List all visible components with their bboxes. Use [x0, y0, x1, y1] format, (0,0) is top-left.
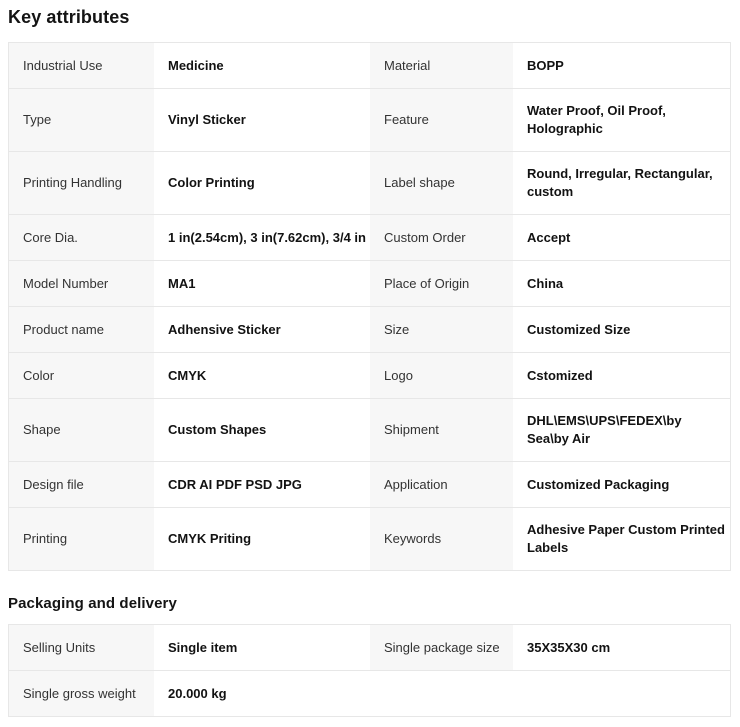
attr-value: Adhensive Sticker: [168, 321, 281, 337]
attr-label: Core Dia.: [9, 215, 154, 260]
attr-label: Size: [370, 307, 513, 352]
attr-label: Single gross weight: [9, 671, 154, 716]
attr-value: Single item: [168, 639, 238, 655]
attr-label: Color: [9, 353, 154, 398]
attr-value: CMYK: [168, 367, 207, 383]
attr-value: Water Proof, Oil Proof, Holographic: [527, 103, 666, 136]
attr-value: Vinyl Sticker: [168, 112, 246, 127]
attr-label: Selling Units: [9, 625, 154, 670]
attr-value: 20.000 kg: [168, 685, 227, 701]
attr-value: CMYK Priting: [168, 531, 252, 546]
attr-row: Industrial Use Medicine Material BOPP: [9, 43, 730, 88]
attr-label: Logo: [370, 353, 513, 398]
attr-row: Single gross weight 20.000 kg: [9, 670, 730, 716]
attr-value: China: [527, 275, 564, 291]
key-attributes-table: Industrial Use Medicine Material BOPP Ty…: [8, 42, 731, 571]
attr-value: Accept: [527, 229, 571, 245]
attr-label: Custom Order: [370, 215, 513, 260]
attr-label: Place of Origin: [370, 261, 513, 306]
key-attributes-title: Key attributes: [8, 7, 130, 27]
attr-label: Product name: [9, 307, 154, 352]
attr-value: BOPP: [527, 57, 564, 73]
attr-label: Feature: [370, 89, 513, 151]
attr-value: Customized Size: [527, 321, 631, 337]
attr-label: Single package size: [370, 625, 513, 670]
attr-row: Model Number MA1 Place of Origin China: [9, 260, 730, 306]
attr-label: Model Number: [9, 261, 154, 306]
attr-label: Printing: [9, 508, 154, 570]
attr-value: Adhesive Paper Custom Printed Labels: [527, 522, 725, 555]
attr-row: Core Dia. 1 in(2.54cm), 3 in(7.62cm), 3/…: [9, 214, 730, 260]
attr-row: Color CMYK Logo Cstomized: [9, 352, 730, 398]
attr-value: Custom Shapes: [168, 422, 267, 437]
attr-row: Selling Units Single item Single package…: [9, 625, 730, 670]
attr-label: Type: [9, 89, 154, 151]
attr-label: Design file: [9, 462, 154, 507]
attr-value: CDR AI PDF PSD JPG: [168, 476, 302, 492]
attr-value: Round, Irregular, Rectangular, custom: [527, 166, 713, 199]
attr-value: 35X35X30 cm: [527, 639, 611, 655]
attr-value: DHL\EMS\UPS\FEDEX\by Sea\by Air: [527, 413, 682, 446]
packaging-delivery-table: Selling Units Single item Single package…: [8, 624, 731, 717]
attr-row: Type Vinyl Sticker Feature Water Proof, …: [9, 88, 730, 151]
attr-row: Design file CDR AI PDF PSD JPG Applicati…: [9, 461, 730, 507]
attr-value: Cstomized: [527, 367, 593, 383]
attr-label: Printing Handling: [9, 152, 154, 214]
attr-row: Product name Adhensive Sticker Size Cust…: [9, 306, 730, 352]
attr-value: MA1: [168, 275, 196, 291]
attr-label: Shipment: [370, 399, 513, 461]
attr-label: Application: [370, 462, 513, 507]
attr-label: Material: [370, 43, 513, 88]
attr-label: Keywords: [370, 508, 513, 570]
attr-row: Printing CMYK Priting Keywords Adhesive …: [9, 507, 730, 570]
attr-value: 1 in(2.54cm), 3 in(7.62cm), 3/4 in: [168, 229, 366, 245]
attr-value: Medicine: [168, 57, 224, 73]
attr-label: Label shape: [370, 152, 513, 214]
empty-cell: [370, 671, 730, 716]
packaging-delivery-title: Packaging and delivery: [8, 595, 177, 612]
attr-label: Industrial Use: [9, 43, 154, 88]
attr-row: Printing Handling Color Printing Label s…: [9, 151, 730, 214]
attr-value: Customized Packaging: [527, 476, 670, 492]
attr-row: Shape Custom Shapes Shipment DHL\EMS\UPS…: [9, 398, 730, 461]
attr-value: Color Printing: [168, 175, 255, 190]
attr-label: Shape: [9, 399, 154, 461]
